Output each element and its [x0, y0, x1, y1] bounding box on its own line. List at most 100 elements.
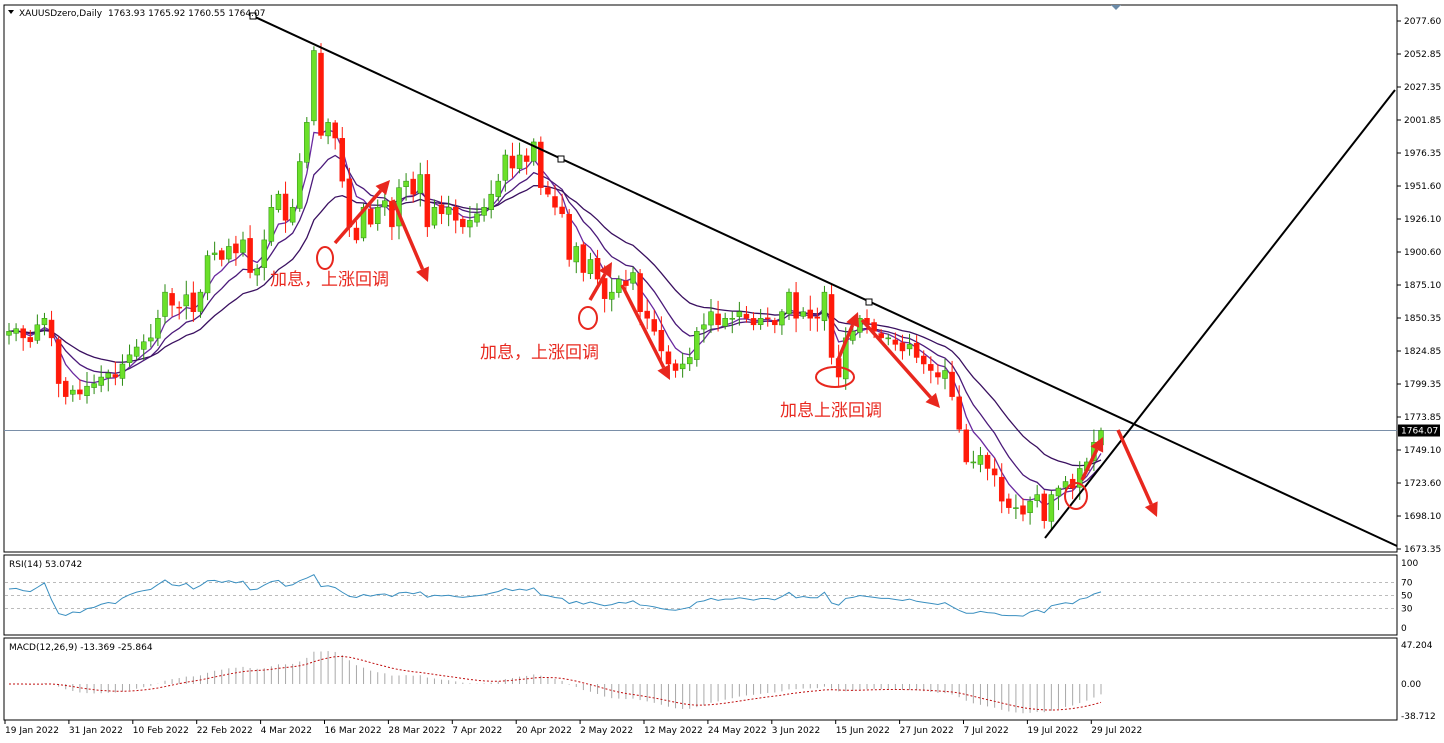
macd-scale-label: 47.204 [1401, 641, 1433, 651]
bear-candle [594, 258, 601, 280]
bear-candle [949, 371, 955, 397]
annotation-circle [316, 246, 334, 270]
macd-scale-label: 0.00 [1401, 680, 1421, 690]
annotation-arrow [1116, 429, 1153, 505]
bear-candle [410, 178, 416, 195]
bull-candle [311, 50, 317, 122]
bull-candle [254, 268, 260, 276]
rsi-line [8, 573, 1102, 617]
annotation-arrow [860, 318, 933, 399]
annotation-arrowhead [598, 262, 612, 278]
bull-candle [268, 207, 275, 242]
price-tick-label: 1723.60 [1404, 479, 1441, 489]
shift-marker-icon[interactable] [1111, 5, 1121, 10]
price-tick-label: 1799.35 [1404, 380, 1441, 390]
ohlc-readout: 1763.93 1765.92 1760.55 1764.07 [108, 9, 265, 19]
bull-candle [488, 193, 494, 211]
bull-candle [296, 161, 303, 209]
bull-candle [261, 239, 268, 268]
bull-candle [701, 324, 707, 330]
bull-candle [304, 122, 310, 163]
bull-candle [325, 122, 331, 137]
bear-candle [552, 196, 558, 208]
bear-candle [20, 328, 26, 339]
bear-candle [715, 313, 721, 326]
bear-candle [176, 306, 182, 309]
annotation-circle [578, 306, 598, 330]
bear-candle [318, 52, 324, 136]
bear-candle [1020, 505, 1026, 515]
bear-candle [920, 355, 927, 365]
bull-candle [729, 318, 736, 320]
date-tick-label: 27 Jun 2022 [900, 726, 954, 736]
bear-candle [509, 155, 516, 169]
bull-candle [84, 385, 90, 397]
date-tick-label: 10 Feb 2022 [133, 726, 189, 736]
price-tick-label: 1976.35 [1404, 149, 1441, 159]
bull-candle [445, 207, 452, 215]
bull-candle [374, 207, 381, 224]
bull-candle [708, 311, 714, 326]
annotation-arrowhead [925, 392, 940, 408]
bull-candle [289, 207, 296, 223]
price-tick-label: 1749.10 [1404, 446, 1441, 456]
bear-candle [878, 333, 884, 339]
date-tick-label: 29 Jul 2022 [1091, 726, 1142, 736]
bear-candle [538, 141, 544, 188]
bear-candle [77, 389, 83, 395]
bull-candle [1055, 487, 1062, 497]
bear-candle [566, 214, 572, 260]
bull-candle [41, 318, 48, 326]
main-panel [3, 4, 1398, 553]
rsi-scale-label: 30 [1401, 605, 1413, 615]
bull-candle [183, 294, 190, 307]
date-tick-label: 7 Jul 2022 [964, 726, 1009, 736]
bull-candle [906, 344, 913, 350]
macd-scale-label: -38.712 [1401, 712, 1436, 722]
bull-candle [162, 291, 168, 317]
bull-candle [197, 291, 204, 312]
bull-candle [133, 346, 140, 357]
bear-candle [559, 206, 565, 215]
bear-candle [112, 374, 119, 378]
bull-candle [942, 370, 948, 379]
annotation-text-3: 加息上涨回调 [780, 401, 882, 421]
annotation-text-2: 加息，上涨回调 [480, 343, 599, 363]
rsi-panel [3, 554, 1398, 636]
bear-candle [913, 342, 920, 358]
bull-candle [382, 200, 388, 208]
bear-candle [743, 313, 750, 319]
annotation-circle [1064, 482, 1088, 510]
bull-candle [1062, 481, 1069, 488]
annotation-arrowhead [846, 312, 860, 328]
annotation-arrowhead [1144, 501, 1158, 517]
bull-candle [630, 272, 636, 284]
bull-candle [694, 331, 700, 360]
trendline-support[interactable] [1044, 89, 1396, 539]
bear-candle [814, 316, 821, 319]
date-tick-label: 7 Apr 2022 [452, 726, 502, 736]
bull-candle [800, 311, 806, 317]
bear-candle [651, 319, 658, 332]
date-tick-label: 12 May 2022 [644, 726, 703, 736]
trendline-resistance[interactable] [252, 15, 1398, 547]
date-tick-label: 16 Mar 2022 [325, 726, 382, 736]
rsi-scale-label: 50 [1401, 592, 1413, 602]
bull-candle [779, 311, 785, 326]
bear-candle [580, 244, 587, 273]
trendline-handle[interactable] [249, 12, 257, 20]
dropdown-triangle-icon[interactable] [8, 10, 14, 14]
bull-candle [91, 383, 97, 388]
annotation-arrow [836, 324, 855, 361]
annotation-circle [815, 366, 855, 388]
bear-candle [367, 208, 374, 225]
trendline-handle[interactable] [557, 155, 565, 163]
price-tick-label: 2001.85 [1404, 116, 1441, 126]
bear-candle [1006, 498, 1012, 508]
rsi-label: RSI(14) 53.0742 [9, 560, 82, 570]
bull-candle [722, 318, 728, 327]
trendline-handle[interactable] [865, 298, 873, 306]
bear-candle [48, 319, 55, 339]
bull-candle [211, 252, 218, 255]
